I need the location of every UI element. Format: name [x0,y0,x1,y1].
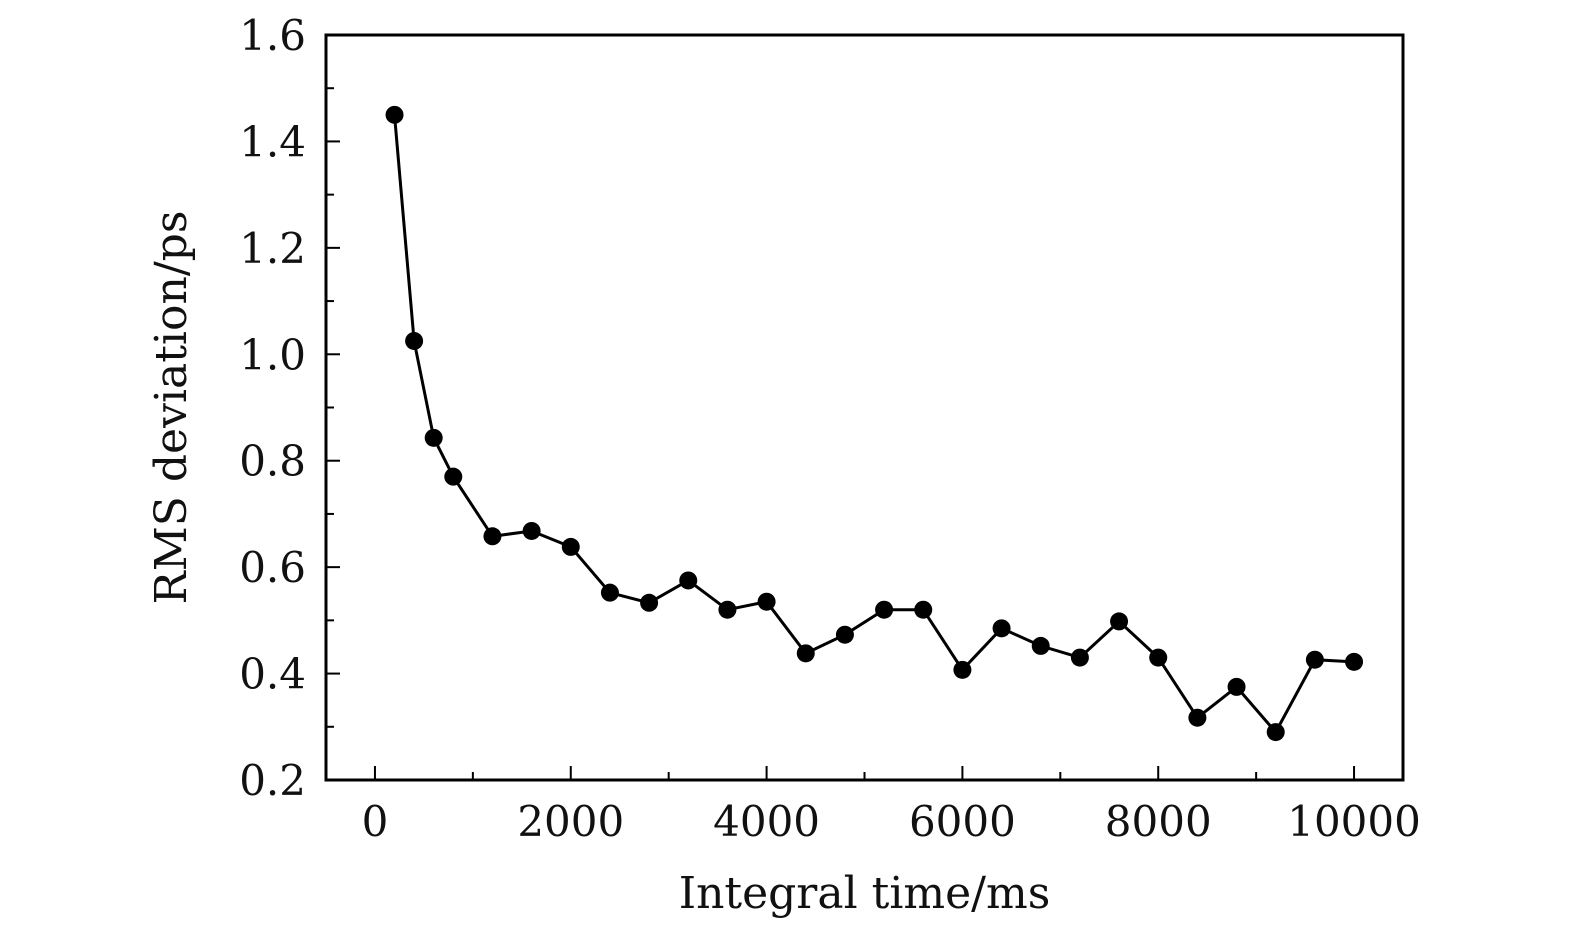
data-point [385,105,404,124]
data-point [1070,648,1089,667]
data-point [483,527,502,546]
data-point [1266,723,1285,742]
data-point [1345,652,1364,671]
data-point [679,571,698,590]
data-point [1305,650,1324,669]
y-tick-label: 0.6 [239,543,306,592]
x-tick-label: 2000 [517,797,624,846]
data-point [1227,677,1246,696]
data-point [1110,612,1129,631]
minor-ticks [326,87,1258,780]
y-tick-label: 1.6 [239,11,306,60]
data-point [405,331,424,350]
data-points [385,105,1364,742]
data-point [796,644,815,663]
x-tick-label: 0 [362,797,389,846]
y-axis-title: RMS deviation/ps [146,211,197,605]
data-point [522,521,541,540]
x-axis-title: Integral time/ms [679,868,1051,919]
y-tick-label: 0.8 [239,437,306,486]
tick-labels: 0 2000 4000 6000 8000 10000 0.2 0.4 0.6 0.8 1.0 1.2… [239,11,1421,846]
x-tick-label: 8000 [1105,797,1212,846]
data-point [444,467,463,486]
x-tick-label: 6000 [909,797,1016,846]
y-tick-label: 0.4 [239,650,306,699]
data-point [600,583,619,602]
y-tick-label: 1.4 [239,117,306,166]
data-point [1149,648,1168,667]
y-tick-label: 1.0 [239,330,306,379]
data-point [424,428,443,447]
series-line [393,114,1355,735]
y-tick-label: 1.2 [239,224,306,273]
data-point [953,660,972,679]
x-tick-label: 10000 [1287,797,1421,846]
y-tick-label: 0.2 [239,756,306,805]
major-ticks [326,34,1356,781]
data-point [640,593,659,612]
data-point [1188,708,1207,727]
data-point [1031,636,1050,655]
data-point [718,600,737,619]
data-point [561,537,580,556]
data-point [875,600,894,619]
data-point [835,625,854,644]
plot-frame [324,33,1405,782]
x-tick-label: 4000 [713,797,820,846]
data-point [914,600,933,619]
data-point [757,592,776,611]
data-point [992,619,1011,638]
